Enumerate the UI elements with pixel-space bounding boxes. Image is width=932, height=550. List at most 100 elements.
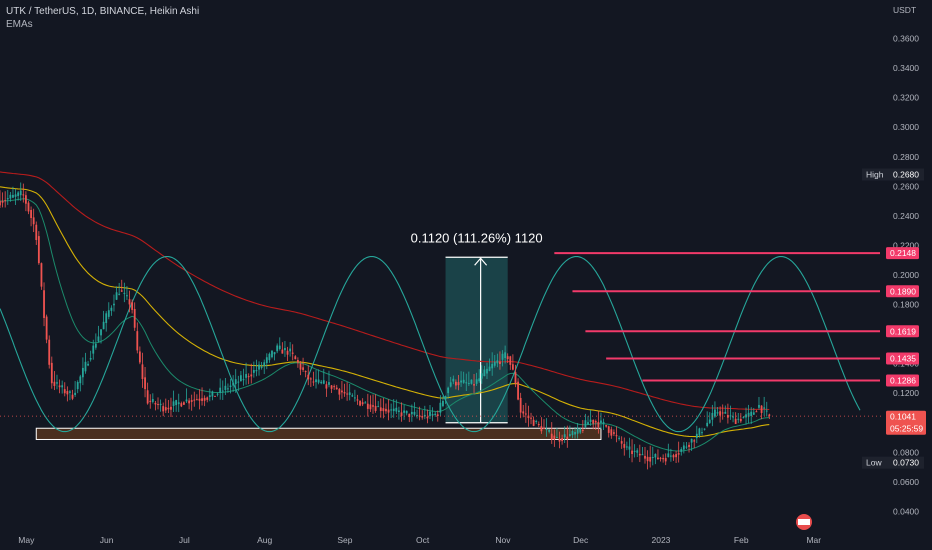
candle-body[interactable] — [281, 349, 284, 354]
candle-body[interactable] — [87, 363, 89, 366]
candle-body[interactable] — [421, 416, 424, 418]
candle-body[interactable] — [685, 446, 688, 448]
candle-body[interactable] — [447, 387, 450, 394]
candle-body[interactable] — [341, 390, 343, 393]
candle-body[interactable] — [53, 381, 56, 386]
candle-body[interactable] — [548, 429, 551, 432]
candle-body[interactable] — [193, 399, 196, 401]
candle-body[interactable] — [486, 368, 488, 374]
candle-body[interactable] — [760, 405, 763, 413]
candle-body[interactable] — [364, 402, 367, 404]
candle-body[interactable] — [43, 290, 45, 318]
candle-body[interactable] — [58, 385, 61, 388]
candle-body[interactable] — [172, 401, 175, 406]
candle-body[interactable] — [519, 397, 522, 413]
candle-body[interactable] — [63, 389, 66, 394]
candle-body[interactable] — [170, 406, 172, 410]
candle-body[interactable] — [732, 416, 734, 418]
candle-body[interactable] — [703, 428, 706, 430]
candle-body[interactable] — [664, 458, 667, 462]
candle-body[interactable] — [387, 409, 390, 413]
candle-body[interactable] — [12, 194, 14, 198]
candle-body[interactable] — [115, 292, 118, 300]
candle-body[interactable] — [610, 429, 613, 436]
candle-body[interactable] — [480, 373, 483, 379]
candle-body[interactable] — [618, 437, 621, 439]
candle-body[interactable] — [750, 411, 753, 416]
candle-body[interactable] — [465, 382, 468, 384]
candle-body[interactable] — [1, 200, 4, 203]
candle-body[interactable] — [180, 403, 183, 407]
candle-body[interactable] — [177, 402, 180, 405]
candle-body[interactable] — [320, 381, 323, 384]
candle-body[interactable] — [742, 417, 745, 419]
candle-body[interactable] — [431, 414, 434, 416]
candle-body[interactable] — [410, 411, 413, 415]
candle-body[interactable] — [566, 436, 569, 439]
candle-body[interactable] — [250, 374, 253, 377]
candle-body[interactable] — [162, 406, 165, 412]
candle-body[interactable] — [641, 454, 644, 456]
candle-body[interactable] — [682, 445, 685, 450]
candle-body[interactable] — [30, 209, 32, 219]
candle-body[interactable] — [737, 418, 740, 420]
candle-body[interactable] — [37, 236, 40, 264]
candle-body[interactable] — [245, 374, 247, 378]
candle-body[interactable] — [765, 410, 768, 412]
candle-body[interactable] — [452, 378, 455, 382]
candle-body[interactable] — [198, 398, 201, 401]
candle-body[interactable] — [511, 364, 514, 370]
candle-body[interactable] — [92, 345, 95, 354]
indicator-label[interactable]: EMAs — [6, 19, 33, 30]
candle-body[interactable] — [426, 416, 429, 419]
candle-body[interactable] — [628, 446, 631, 450]
candle-body[interactable] — [439, 402, 442, 413]
candle-body[interactable] — [366, 403, 369, 409]
candle-body[interactable] — [530, 417, 532, 419]
candle-body[interactable] — [561, 438, 564, 442]
candle-body[interactable] — [613, 432, 615, 434]
candle-body[interactable] — [574, 431, 576, 435]
candle-body[interactable] — [579, 428, 582, 433]
candle-body[interactable] — [726, 415, 729, 418]
candle-body[interactable] — [258, 364, 260, 370]
candle-body[interactable] — [123, 292, 126, 294]
candle-body[interactable] — [506, 356, 509, 360]
candle-body[interactable] — [543, 428, 545, 430]
candle-body[interactable] — [558, 438, 561, 442]
candle-body[interactable] — [493, 361, 496, 366]
candle-body[interactable] — [491, 363, 494, 369]
candle-body[interactable] — [382, 408, 385, 412]
candle-body[interactable] — [672, 455, 675, 458]
candle-body[interactable] — [315, 379, 317, 383]
candle-body[interactable] — [309, 378, 312, 380]
candle-body[interactable] — [509, 356, 512, 365]
candle-body[interactable] — [167, 407, 170, 410]
candle-body[interactable] — [74, 392, 77, 395]
candle-body[interactable] — [221, 390, 224, 392]
candle-body[interactable] — [348, 392, 351, 395]
candle-body[interactable] — [659, 457, 662, 459]
candle-body[interactable] — [589, 419, 592, 422]
candle-body[interactable] — [265, 357, 268, 364]
candle-body[interactable] — [739, 418, 742, 422]
candle-body[interactable] — [633, 450, 636, 452]
candle-body[interactable] — [698, 428, 701, 436]
candle-body[interactable] — [216, 393, 219, 395]
candle-body[interactable] — [81, 367, 84, 378]
candle-body[interactable] — [449, 382, 452, 387]
candle-body[interactable] — [346, 393, 349, 395]
candle-body[interactable] — [232, 382, 235, 386]
candle-body[interactable] — [105, 313, 108, 324]
candle-body[interactable] — [144, 377, 146, 390]
candle-body[interactable] — [183, 402, 185, 405]
candle-body[interactable] — [372, 405, 374, 407]
candle-body[interactable] — [721, 412, 724, 414]
candle-body[interactable] — [195, 399, 198, 401]
candle-body[interactable] — [66, 391, 69, 395]
candle-body[interactable] — [646, 456, 649, 462]
candle-body[interactable] — [563, 434, 566, 438]
candle-body[interactable] — [462, 379, 465, 383]
candle-body[interactable] — [9, 194, 12, 199]
